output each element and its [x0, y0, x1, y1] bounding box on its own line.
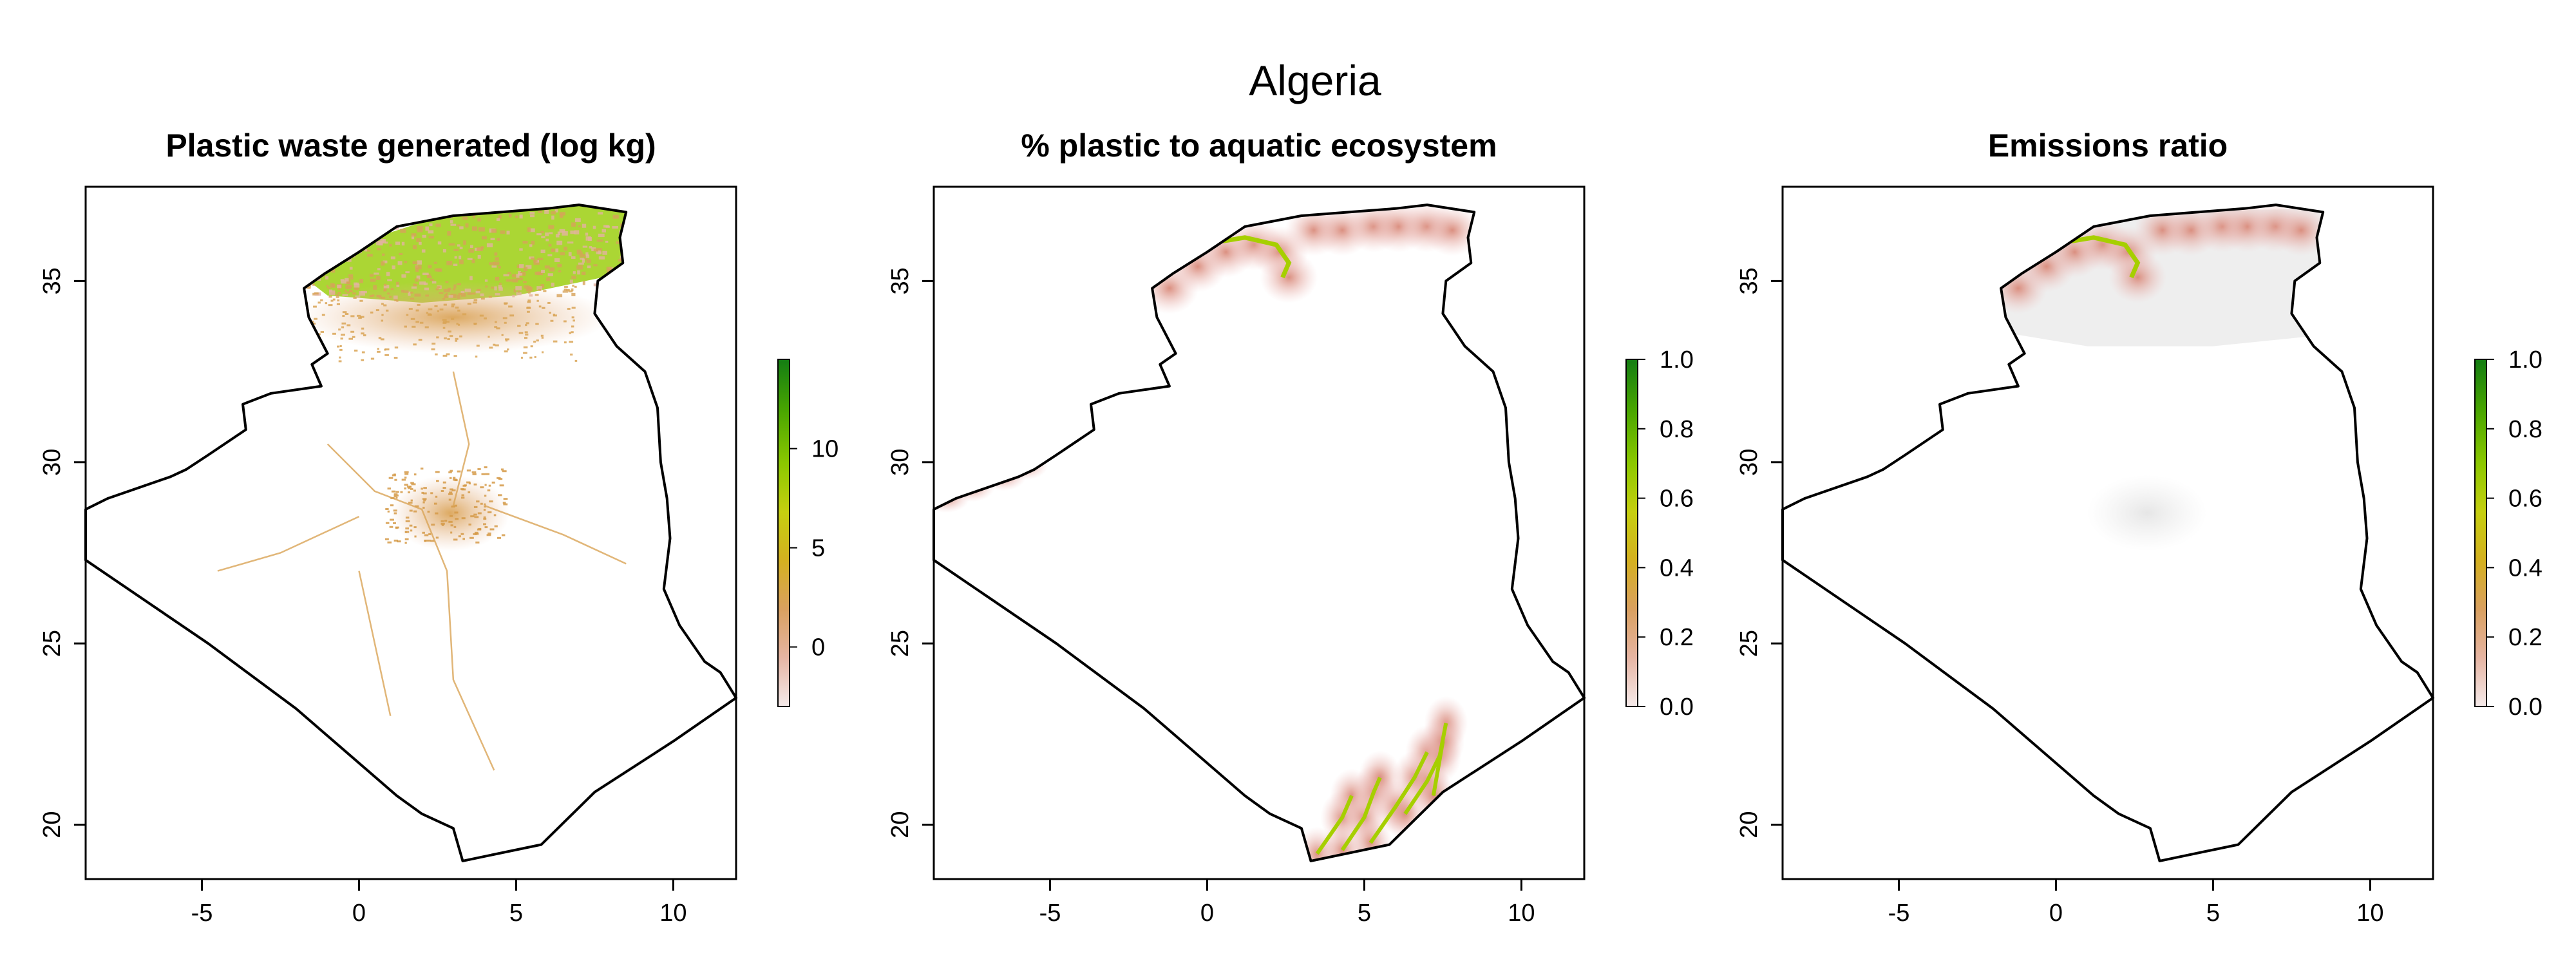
legend-tick-label: 10 — [811, 436, 838, 463]
y-tick-label: 35 — [887, 267, 914, 294]
map-panel-1: Plastic waste generated (log kg) -5 0 5 10 20… — [39, 128, 838, 927]
panel-title: Emissions ratio — [1988, 128, 2228, 164]
legend-tick-label: 0.6 — [2508, 486, 2543, 513]
x-tick-label: 5 — [2206, 900, 2220, 927]
x-tick-label: 0 — [1200, 900, 1214, 927]
map-panel-3: Emissions ratio-5 0 5 10202530350.00.20.40.… — [1736, 128, 2543, 927]
legend-tick-label: 0 — [811, 634, 825, 661]
y-tick-label: 25 — [39, 630, 66, 657]
road-trace — [217, 516, 360, 572]
y-tick-label: 35 — [1736, 267, 1763, 294]
legend-tick-label: 0.2 — [2508, 624, 2543, 651]
y-tick-label: 35 — [39, 267, 66, 294]
river-trace — [1368, 751, 1429, 844]
legend-colorbar — [777, 359, 790, 707]
legend-tick-label: 0.0 — [1660, 694, 1694, 721]
y-tick-label: 25 — [1736, 630, 1763, 657]
y-tick-label: 20 — [887, 811, 914, 838]
legend-tick-label: 0.8 — [1660, 416, 1694, 443]
road-trace — [358, 571, 392, 716]
y-tick-label: 20 — [1736, 811, 1763, 838]
x-tick-label: 5 — [1358, 900, 1371, 927]
legend-tick-label: 0.8 — [2508, 416, 2543, 443]
legend: 0.0 0.2 0.4 0.6 0.8 1.0 — [1625, 346, 1694, 721]
waste-fringe — [296, 281, 611, 354]
legend-tick-label: 5 — [811, 535, 825, 562]
x-tick-label: 10 — [1508, 900, 1535, 927]
legend-tick-label: 0.4 — [1660, 554, 1694, 582]
x-tick-label: -5 — [1888, 900, 1910, 927]
raster-layer — [217, 205, 630, 771]
y-tick-label: 25 — [887, 630, 914, 657]
panels-layer: Plastic waste generated (log kg) -5 0 5 10 20… — [39, 128, 2543, 927]
legend-tick-label: 0.0 — [2508, 694, 2543, 721]
panel-title: % plastic to aquatic ecosystem — [1021, 128, 1497, 164]
country-border — [84, 204, 737, 862]
river-trace — [1340, 777, 1382, 851]
plot-frame — [1781, 185, 2434, 880]
river-trace — [1315, 795, 1354, 855]
x-tick-label: 10 — [659, 900, 687, 927]
river-trace — [1403, 723, 1448, 815]
legend-tick-label: 0.6 — [1660, 486, 1694, 513]
coastal-emission — [2108, 251, 2167, 303]
road-trace — [452, 371, 470, 506]
x-tick-label: 0 — [352, 900, 366, 927]
central-gray — [2087, 475, 2207, 551]
figure-title: Algeria — [1249, 57, 1381, 104]
plot-frame — [933, 185, 1586, 880]
x-tick-label: -5 — [1039, 900, 1061, 927]
country-border — [1781, 204, 2434, 862]
y-tick-label: 30 — [39, 449, 66, 476]
legend-tick-label: 1.0 — [2508, 346, 2543, 374]
road-trace — [484, 505, 627, 565]
raster-layer — [1989, 205, 2331, 551]
legend-tick-label: 1.0 — [1660, 346, 1694, 374]
country-border — [933, 204, 1586, 862]
road-trace — [327, 443, 495, 771]
legend-colorbar — [2474, 359, 2487, 707]
x-tick-label: 0 — [2049, 900, 2063, 927]
coastal-emission — [1260, 251, 1318, 303]
y-tick-label: 30 — [887, 449, 914, 476]
country-fill — [934, 205, 1584, 861]
x-tick-label: -5 — [191, 900, 213, 927]
map-panel-2: % plastic to aquatic ecosystem -5 0 5 10 20 25… — [887, 128, 1694, 927]
panel-title: Plastic waste generated (log kg) — [166, 128, 656, 164]
river-trace — [1431, 741, 1445, 797]
legend-colorbar — [1625, 359, 1638, 707]
river-trace — [1222, 235, 1292, 279]
coastal-emission — [2272, 205, 2331, 256]
y-tick-label: 20 — [39, 811, 66, 838]
legend-tick-label: 0.4 — [2508, 554, 2543, 582]
legend: 0.0 0.2 0.4 0.6 0.8 1.0 — [2474, 346, 2543, 721]
legend-tick-label: 0.2 — [1660, 624, 1694, 651]
central-cluster — [390, 475, 510, 551]
legend: 0 5 10 — [777, 359, 838, 707]
x-tick-label: 5 — [509, 900, 523, 927]
river-trace — [2071, 235, 2141, 279]
y-tick-label: 30 — [1736, 449, 1763, 476]
x-tick-label: 10 — [2356, 900, 2383, 927]
coastal-emission — [1423, 205, 1482, 256]
plot-frame — [84, 185, 737, 880]
